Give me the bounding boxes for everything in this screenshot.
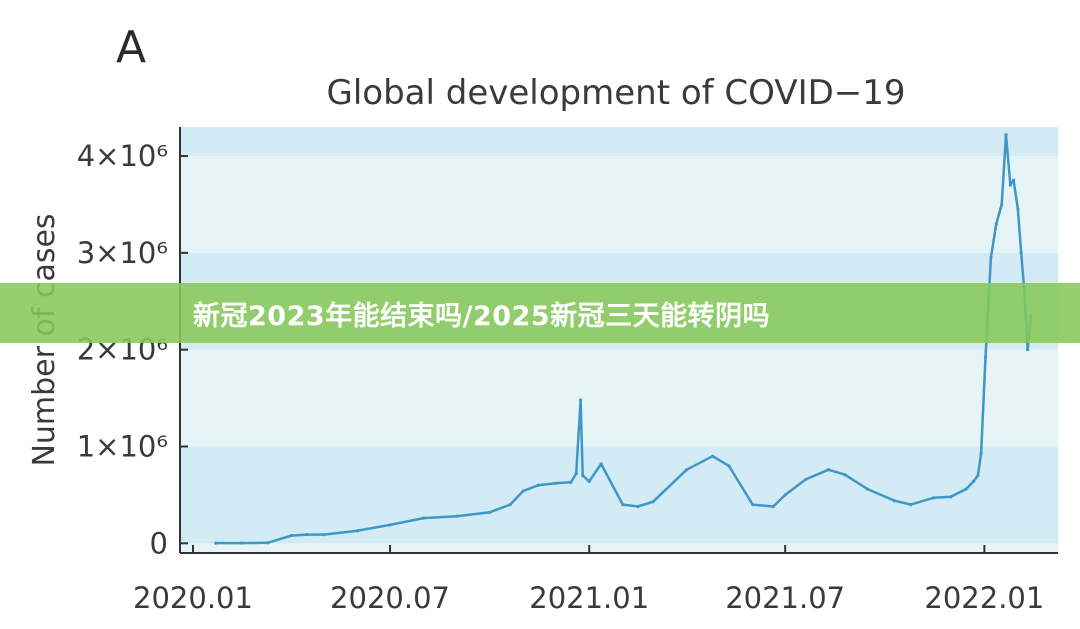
- data-point: [1019, 251, 1023, 255]
- x-tick-label: 2022.01: [924, 581, 1044, 615]
- data-point: [964, 487, 968, 491]
- data-point: [266, 541, 270, 545]
- data-point: [621, 502, 625, 507]
- x-tick-label: 2021.01: [529, 581, 649, 615]
- series-line: [215, 133, 1033, 545]
- grid-band: [180, 543, 1058, 553]
- data-point: [488, 510, 492, 514]
- data-point: [804, 477, 808, 482]
- data-point: [581, 473, 585, 478]
- data-point: [685, 468, 689, 472]
- data-point: [1026, 348, 1030, 352]
- data-point: [636, 504, 640, 509]
- data-point: [508, 502, 512, 507]
- data-point: [1008, 183, 1012, 187]
- grid-band: [180, 156, 1058, 253]
- y-tick-label: 1×10⁶: [77, 430, 168, 464]
- data-point: [587, 479, 591, 483]
- data-point: [521, 489, 525, 493]
- chart-title: Global development of COVID−19: [326, 73, 905, 113]
- data-point: [989, 256, 993, 260]
- data-point: [931, 496, 936, 500]
- data-point: [214, 541, 218, 545]
- panel-label: A: [116, 22, 146, 73]
- grid-band: [180, 349, 1058, 447]
- data-point: [711, 454, 715, 458]
- data-point: [305, 533, 309, 537]
- data-point: [569, 480, 573, 484]
- data-point: [783, 493, 787, 497]
- grid-band: [180, 127, 1058, 157]
- data-point: [536, 483, 540, 487]
- x-tick-label: 2020.01: [133, 581, 253, 615]
- data-point: [843, 472, 847, 477]
- data-point: [971, 479, 976, 483]
- data-point: [421, 516, 426, 520]
- data-point: [1000, 202, 1004, 207]
- data-point: [751, 502, 755, 507]
- series-layer: [214, 133, 1033, 545]
- data-point: [727, 464, 731, 468]
- data-point: [455, 514, 459, 518]
- data-point: [355, 529, 360, 533]
- data-point: [865, 487, 870, 491]
- data-point: [240, 541, 244, 545]
- data-point: [983, 355, 988, 360]
- data-point: [388, 523, 392, 527]
- y-tick-label: 4×10⁶: [77, 139, 168, 173]
- data-point: [994, 222, 998, 226]
- data-point: [599, 462, 603, 466]
- data-point: [979, 451, 983, 455]
- data-point: [892, 499, 897, 503]
- data-point: [1016, 207, 1020, 211]
- data-point: [949, 495, 953, 499]
- data-point: [1004, 133, 1008, 137]
- data-point: [651, 500, 655, 504]
- x-tick-label: 2020.07: [330, 581, 450, 615]
- overlay-banner: 新冠2023年能结束吗/2025新冠三天能转阴吗: [0, 283, 1080, 343]
- data-point: [771, 504, 775, 509]
- data-point: [1012, 178, 1016, 182]
- data-point: [322, 533, 326, 537]
- data-point: [976, 473, 980, 478]
- data-point: [909, 502, 913, 507]
- data-point: [574, 472, 578, 476]
- data-point: [554, 481, 558, 485]
- y-tick-label: 3×10⁶: [77, 236, 168, 270]
- data-point: [826, 468, 831, 472]
- x-ticks: 2020.01 2020.07 2021.01 2021.07 2022.01: [133, 545, 1044, 615]
- data-point: [289, 533, 294, 538]
- x-tick-label: 2021.07: [725, 581, 845, 615]
- y-tick-label: 0: [150, 526, 168, 560]
- overlay-caption: 新冠2023年能结束吗/2025新冠三天能转阴吗: [193, 300, 771, 332]
- data-point: [578, 398, 583, 402]
- plot-background: [180, 127, 1058, 553]
